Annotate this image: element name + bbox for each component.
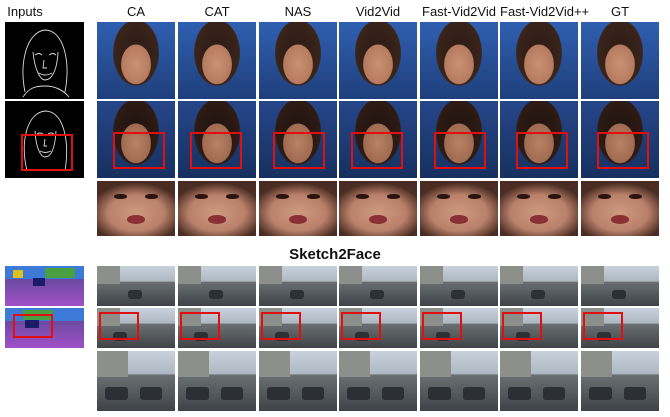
zoom-region-box: [99, 312, 139, 340]
street-result-vid2vid-1: [339, 266, 417, 306]
column-label-gt: GT: [610, 4, 630, 19]
face-result-fast-vid2vid-plus-1: [500, 22, 578, 99]
street-result-fast-vid2vid-plus-1: [500, 266, 578, 306]
zoom-region-box: [21, 134, 73, 171]
face-closeup-gt: [581, 181, 659, 236]
street-result-ca-1: [97, 266, 175, 306]
column-label-cat: CAT: [204, 4, 230, 19]
street-closeup-ca: [97, 351, 175, 411]
face-result-ca-1: [97, 22, 175, 99]
face-result-fast-vid2vid-plus-2: [500, 101, 578, 178]
face-closeup-fast-vid2vid-plus: [500, 181, 578, 236]
zoom-region-box: [351, 132, 403, 169]
face-result-nas-2: [259, 101, 337, 178]
face-closeup-nas: [259, 181, 337, 236]
face-result-cat-1: [178, 22, 256, 99]
zoom-region-box: [273, 132, 325, 169]
column-label-fast-vid2vid-plus: Fast-Vid2Vid++: [500, 4, 590, 19]
zoom-region-box: [583, 312, 623, 340]
zoom-region-box: [597, 132, 649, 169]
street-result-cat-1: [178, 266, 256, 306]
street-result-cat-2: [178, 308, 256, 348]
inputs-label: Inputs: [7, 4, 43, 19]
column-label-ca: CA: [126, 4, 146, 19]
street-result-fast-vid2vid-plus-2: [500, 308, 578, 348]
street-result-fast-vid2vid-1: [420, 266, 498, 306]
zoom-region-box: [502, 312, 542, 340]
street-closeup-cat: [178, 351, 256, 411]
zoom-region-box: [190, 132, 242, 169]
street-closeup-vid2vid: [339, 351, 417, 411]
face-result-cat-2: [178, 101, 256, 178]
section-title: Sketch2Face: [289, 246, 381, 263]
street-result-gt-2: [581, 308, 659, 348]
street-closeup-nas: [259, 351, 337, 411]
street-result-vid2vid-2: [339, 308, 417, 348]
face-result-fast-vid2vid-1: [420, 22, 498, 99]
face-closeup-cat: [178, 181, 256, 236]
face-closeup-vid2vid: [339, 181, 417, 236]
face-result-gt-2: [581, 101, 659, 178]
column-label-vid2vid: Vid2Vid: [355, 4, 401, 19]
sketch-input-1: [5, 22, 84, 99]
face-closeup-fast-vid2vid: [420, 181, 498, 236]
zoom-region-box: [113, 132, 165, 169]
zoom-region-box: [261, 312, 301, 340]
column-label-nas: NAS: [284, 4, 312, 19]
street-result-ca-2: [97, 308, 175, 348]
street-result-nas-2: [259, 308, 337, 348]
street-closeup-fast-vid2vid-plus: [500, 351, 578, 411]
zoom-region-box: [422, 312, 462, 340]
zoom-region-box: [434, 132, 486, 169]
segmentation-input-1: [5, 266, 84, 306]
zoom-region-box: [516, 132, 568, 169]
zoom-region-box: [13, 314, 53, 338]
face-sketch-drawing: [23, 110, 68, 172]
street-result-nas-1: [259, 266, 337, 306]
face-result-vid2vid-1: [339, 22, 417, 99]
street-result-gt-1: [581, 266, 659, 306]
column-label-fast-vid2vid: Fast-Vid2Vid: [422, 4, 496, 19]
sketch-input-2: [5, 101, 84, 178]
zoom-region-box: [341, 312, 381, 340]
segmentation-input-2: [5, 308, 84, 348]
face-result-vid2vid-2: [339, 101, 417, 178]
street-result-fast-vid2vid-2: [420, 308, 498, 348]
face-result-nas-1: [259, 22, 337, 99]
face-closeup-ca: [97, 181, 175, 236]
street-closeup-fast-vid2vid: [420, 351, 498, 411]
face-result-fast-vid2vid-2: [420, 101, 498, 178]
face-result-ca-2: [97, 101, 175, 178]
zoom-region-box: [180, 312, 220, 340]
face-sketch-drawing: [22, 29, 70, 98]
face-result-gt-1: [581, 22, 659, 99]
street-closeup-gt: [581, 351, 659, 411]
